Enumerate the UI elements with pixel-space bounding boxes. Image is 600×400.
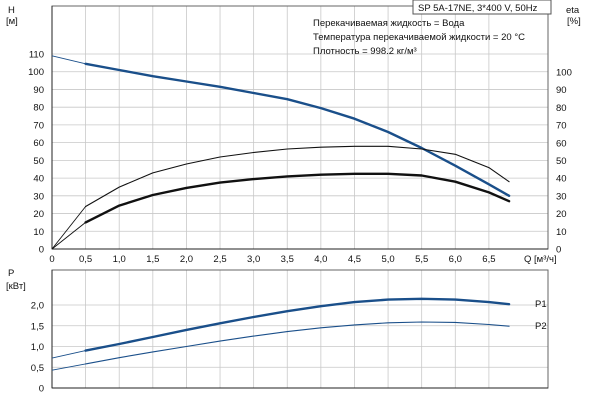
h-tick-label: 10 xyxy=(33,227,44,238)
q-tick-label: 0 xyxy=(49,254,54,265)
head-curve-line xyxy=(84,62,511,198)
h-axis-label: H xyxy=(8,5,15,16)
q-tick-label: 1,0 xyxy=(113,254,126,265)
series-label-p2: P2 xyxy=(535,321,547,332)
q-tick-label: 2,0 xyxy=(180,254,193,265)
h-tick-label: 20 xyxy=(33,209,44,220)
q-tick-label: 6,0 xyxy=(449,254,462,265)
h-tick-label: 30 xyxy=(33,191,44,202)
eta-tick-label: 20 xyxy=(556,209,567,220)
info-line: Плотность = 998.2 кг/м³ xyxy=(313,46,417,57)
p-tick-label: 0 xyxy=(39,384,44,395)
labels: 0 10 20 30 40 50 60 70 80 90 100 110 0 10 20 30 40 50 60 70… xyxy=(6,0,581,395)
eta-tick-label: 10 xyxy=(556,227,567,238)
eta-tick-label: 90 xyxy=(556,85,567,96)
p-axis-label: P xyxy=(8,268,14,279)
h-tick-label: 70 xyxy=(33,120,44,131)
q-tick-label: 5,0 xyxy=(381,254,394,265)
power-p2-extrapolated-line xyxy=(51,363,86,371)
chart-title: SP 5A-17NE, 3*400 V, 50Hz xyxy=(418,3,538,14)
efficiency-curve-total-line xyxy=(84,172,511,224)
h-tick-label: 90 xyxy=(33,85,44,96)
q-tick-label: 3,5 xyxy=(281,254,294,265)
h-tick-label: 80 xyxy=(33,103,44,114)
eta-axis-unit: [%] xyxy=(567,16,581,27)
q-tick-label: 2,5 xyxy=(213,254,226,265)
eta-tick-label: 60 xyxy=(556,138,567,149)
q-tick-label: 0,5 xyxy=(79,254,92,265)
h-tick-label: 110 xyxy=(29,50,44,61)
q-tick-label: 3,0 xyxy=(247,254,260,265)
power-p2-line xyxy=(85,321,510,365)
p-axis-unit: [кВт] xyxy=(6,281,26,292)
h-tick-label: 0 xyxy=(39,245,44,256)
eta-tick-label: 0 xyxy=(556,245,561,256)
eta-axis-label: eta xyxy=(566,5,580,16)
info-line: Температура перекачиваемой жидкости = 20… xyxy=(313,32,525,43)
efficiency-curve-total-extrapolated-line xyxy=(51,222,86,250)
title-box-frame xyxy=(412,0,552,15)
p-tick-label: 1,0 xyxy=(31,342,44,353)
eta-tick-label: 50 xyxy=(556,156,567,167)
eta-tick-label: 40 xyxy=(556,174,567,185)
q-tick-label: 1,5 xyxy=(146,254,159,265)
eta-tick-label: 30 xyxy=(556,191,567,202)
axes xyxy=(51,5,549,389)
h-tick-label: 40 xyxy=(33,174,44,185)
q-tick-label: 5,5 xyxy=(415,254,428,265)
efficiency-curve-pump-line xyxy=(85,145,510,208)
eta-tick-label: 70 xyxy=(556,121,567,132)
bottom-plot-frame xyxy=(51,269,549,389)
p-tick-label: 1,5 xyxy=(31,321,44,332)
q-axis-label: Q [м³/ч] xyxy=(524,254,557,265)
efficiency-curve-pump-extrapolated-line xyxy=(51,206,86,250)
head-curve-extrapolated-line xyxy=(51,55,86,65)
h-tick-label: 100 xyxy=(28,67,44,78)
series-label-p1: P1 xyxy=(535,299,547,310)
grid xyxy=(52,6,548,388)
eta-tick-label: 80 xyxy=(556,103,567,114)
h-tick-label: 50 xyxy=(33,156,44,167)
q-tick-label: 4,0 xyxy=(314,254,327,265)
p-tick-label: 2,0 xyxy=(31,301,44,312)
eta-tick-label: 100 xyxy=(556,68,572,79)
power-p1-extrapolated-line xyxy=(51,350,86,359)
title-box: SP 5A-17NE, 3*400 V, 50Hz xyxy=(412,0,552,15)
series xyxy=(51,55,511,371)
h-axis-unit: [м] xyxy=(6,16,18,27)
power-p1-line xyxy=(84,297,511,352)
h-tick-label: 60 xyxy=(33,138,44,149)
p-tick-label: 0,5 xyxy=(31,363,44,374)
q-tick-label: 4,5 xyxy=(348,254,361,265)
q-tick-label: 6,5 xyxy=(482,254,495,265)
info-line: Перекачиваемая жидкость = Вода xyxy=(313,18,465,29)
